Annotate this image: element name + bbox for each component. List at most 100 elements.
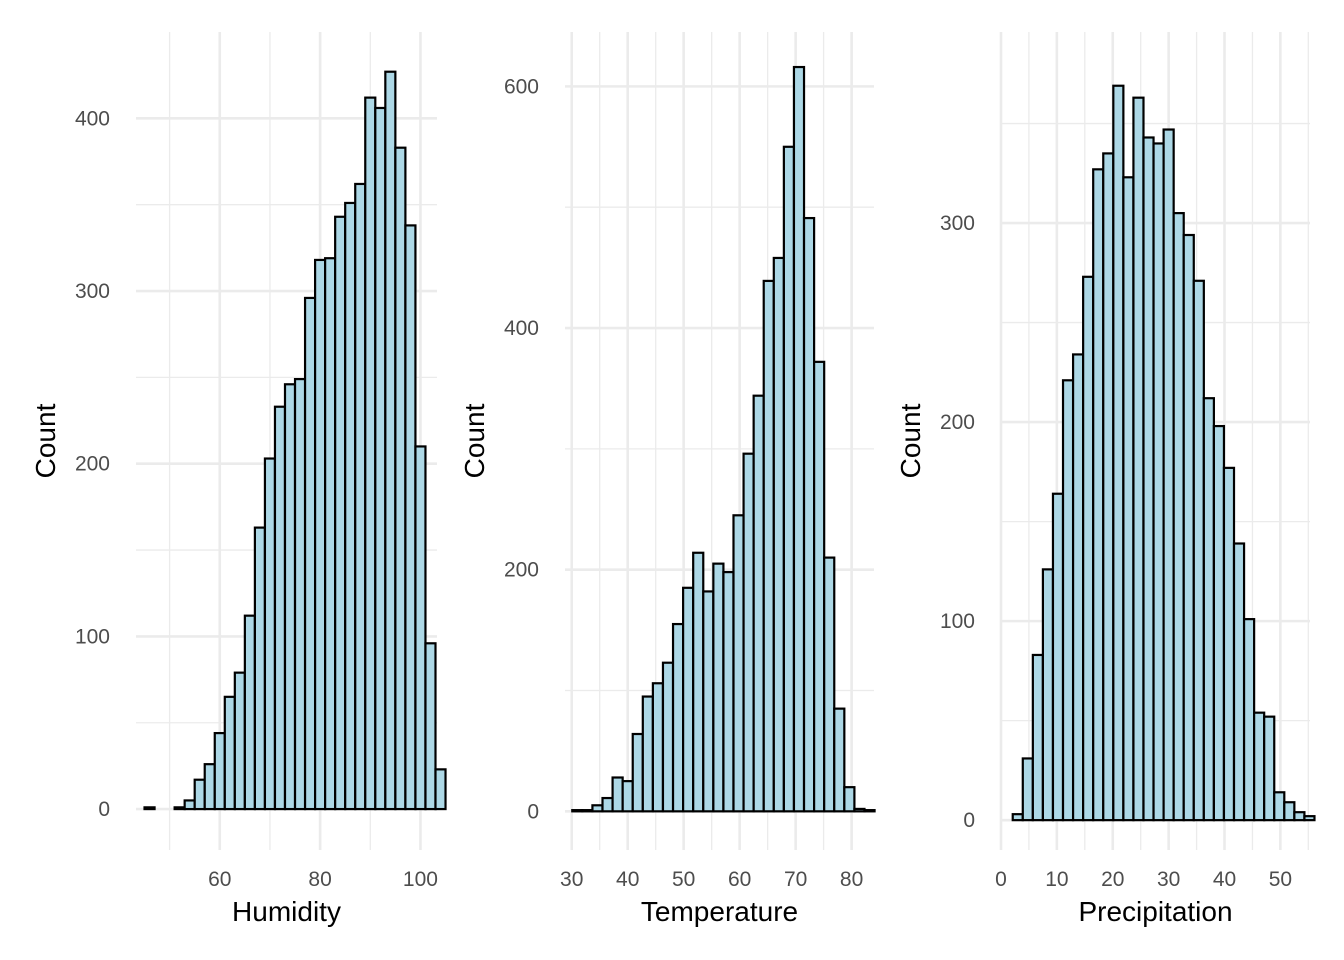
- precipitation-y-tick-label: 200: [940, 411, 975, 434]
- temperature-bar: [843, 786, 856, 813]
- precipitation-y-axis-title: Count: [895, 403, 926, 478]
- precipitation-x-tick-label: 30: [1157, 868, 1180, 891]
- precipitation-bar: [1132, 96, 1145, 822]
- temperature-y-tick-label: 400: [504, 317, 539, 340]
- humidity-bar: [273, 405, 287, 811]
- temperature-y-tick-labels: 0 200 400 600: [504, 75, 539, 823]
- temperature-bar: [732, 514, 745, 813]
- precipitation-panel: 0 100 200 300 0 10 20 30 40 50 Precipitation Cou…: [895, 32, 1316, 927]
- precipitation-y-tick-labels: 0 100 200 300: [940, 212, 975, 832]
- precipitation-bar: [1051, 492, 1065, 822]
- temperature-bar: [591, 804, 604, 813]
- temperature-bar: [712, 562, 725, 813]
- precipitation-bar: [1273, 791, 1286, 822]
- precipitation-bar: [1222, 466, 1236, 822]
- humidity-bar: [334, 215, 347, 811]
- temperature-x-tick-label: 60: [728, 868, 751, 891]
- temperature-bar: [863, 809, 876, 813]
- temperature-bar: [611, 776, 624, 813]
- temperature-bar: [641, 695, 654, 813]
- temperature-x-tick-label: 40: [616, 868, 639, 891]
- precipitation-bar: [1162, 128, 1175, 822]
- humidity-x-tick-labels: 60 80 100: [208, 868, 438, 891]
- precipitation-bar: [1031, 653, 1045, 822]
- humidity-bar: [434, 768, 447, 811]
- humidity-bars: [143, 70, 447, 811]
- precipitation-bar: [1212, 424, 1226, 822]
- humidity-bar: [374, 106, 387, 811]
- humidity-bar: [414, 445, 427, 811]
- temperature-panel: 0 200 400 600 30 40 50 60 70 80 Temperature Coun…: [459, 32, 876, 927]
- humidity-bar: [404, 224, 417, 811]
- precipitation-bar: [1293, 811, 1306, 822]
- precipitation-bars: [1011, 84, 1316, 822]
- temperature-y-tick-label: 600: [504, 75, 539, 98]
- precipitation-bar: [1192, 279, 1205, 822]
- humidity-bar: [354, 182, 367, 811]
- temperature-bar: [702, 590, 715, 813]
- temperature-bar: [722, 570, 735, 813]
- precipitation-bar: [1112, 84, 1125, 822]
- precipitation-bar: [1242, 618, 1256, 822]
- humidity-x-tick-label: 60: [208, 868, 231, 891]
- precipitation-x-tick-label: 20: [1101, 868, 1124, 891]
- temperature-x-tick-label: 50: [672, 868, 695, 891]
- humidity-bar: [394, 146, 407, 811]
- precipitation-bar: [1041, 568, 1055, 822]
- temperature-bar: [571, 809, 584, 813]
- precipitation-bar: [1253, 711, 1266, 822]
- humidity-bar: [223, 695, 236, 811]
- temperature-bar: [651, 682, 665, 813]
- precipitation-bar: [1142, 136, 1155, 822]
- humidity-bar: [364, 96, 377, 811]
- temperature-bar: [782, 145, 796, 813]
- humidity-bar: [384, 70, 397, 811]
- precipitation-bar: [1202, 397, 1215, 822]
- temperature-x-tick-labels: 30 40 50 60 70 80: [560, 868, 863, 891]
- precipitation-x-tick-label: 0: [995, 868, 1007, 891]
- precipitation-y-tick-label: 100: [940, 610, 975, 633]
- precipitation-x-tick-label: 50: [1269, 868, 1292, 891]
- precipitation-x-axis-title: Precipitation: [1078, 896, 1232, 927]
- humidity-bar: [213, 731, 226, 811]
- temperature-bar: [581, 809, 594, 813]
- temperature-bar: [813, 360, 826, 813]
- humidity-bar: [203, 763, 216, 811]
- humidity-panel: 0 100 200 300 400 60 80 100 Humidity Count: [30, 32, 447, 927]
- temperature-bar: [792, 65, 806, 813]
- humidity-bar: [424, 642, 437, 811]
- humidity-bar: [193, 778, 206, 811]
- temperature-bar: [823, 556, 836, 813]
- precipitation-bar: [1122, 176, 1135, 822]
- precipitation-bar: [1303, 815, 1316, 822]
- humidity-bar: [283, 383, 297, 811]
- humidity-bar: [143, 806, 156, 811]
- humidity-bar: [324, 257, 337, 811]
- precipitation-bar: [1263, 715, 1276, 822]
- temperature-bar: [682, 586, 695, 813]
- precipitation-bar: [1071, 353, 1085, 822]
- temperature-bar: [833, 707, 846, 813]
- humidity-bar: [263, 457, 277, 811]
- temperature-y-tick-label: 0: [527, 800, 539, 823]
- humidity-bar: [253, 526, 267, 811]
- humidity-bar: [313, 258, 327, 811]
- precipitation-x-tick-label: 40: [1213, 868, 1236, 891]
- temperature-bars: [571, 65, 876, 813]
- precipitation-bar: [1021, 757, 1034, 822]
- precipitation-bar: [1232, 542, 1246, 822]
- humidity-bar: [233, 671, 246, 811]
- humidity-bar: [344, 201, 357, 811]
- temperature-bar: [601, 796, 614, 813]
- humidity-y-tick-label: 100: [75, 625, 110, 648]
- humidity-x-axis-title: Humidity: [232, 896, 341, 927]
- temperature-y-axis-title: Count: [459, 403, 490, 478]
- humidity-y-axis-title: Count: [30, 403, 61, 478]
- precipitation-bar: [1011, 813, 1024, 822]
- temperature-bar: [692, 551, 705, 813]
- humidity-x-tick-label: 80: [308, 868, 331, 891]
- temperature-bar: [762, 279, 775, 813]
- humidity-bar: [293, 377, 307, 811]
- temperature-bar: [853, 807, 866, 813]
